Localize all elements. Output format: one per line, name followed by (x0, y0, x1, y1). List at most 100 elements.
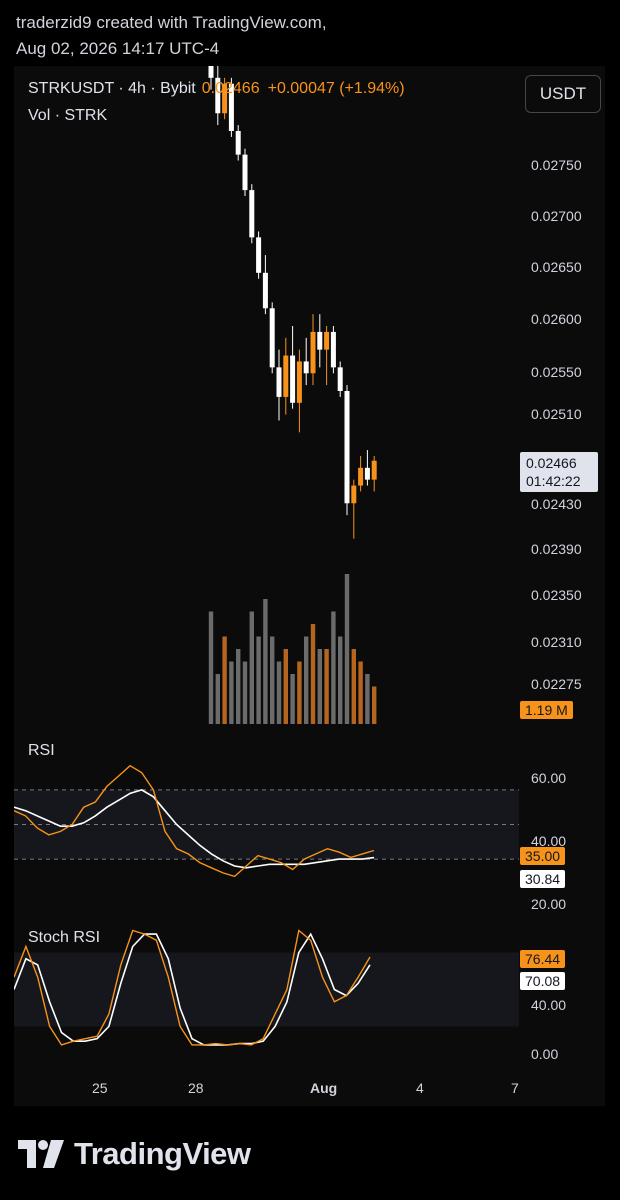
price-tick: 0.02650 (531, 259, 582, 275)
rsi-tick: 40.00 (531, 833, 567, 849)
candle-body (208, 54, 214, 78)
volume-bar (344, 574, 350, 724)
volume-bar (372, 686, 377, 724)
rsi-band (14, 789, 519, 860)
chart-canvas[interactable] (13, 30, 605, 1106)
chart-attribution: traderzid9 created with TradingView.com,… (16, 10, 327, 62)
volume-bar (249, 611, 254, 724)
volume-bar (215, 674, 220, 724)
time-tick: 7 (511, 1080, 519, 1096)
volume-bar (229, 661, 234, 724)
volume-bar (331, 611, 336, 724)
stoch-rsi-label[interactable]: Stoch RSI (28, 929, 101, 946)
candle-body (256, 237, 262, 273)
symbol-change: +0.00047 (+1.94%) (267, 80, 405, 97)
candle-body (242, 154, 248, 191)
rsi-ma-line (13, 789, 375, 869)
rsi-tick: 60.00 (531, 770, 567, 786)
chart-panel[interactable] (13, 30, 605, 1106)
volume-bar (222, 636, 227, 724)
candle-body (324, 331, 330, 350)
time-tick: 4 (416, 1080, 424, 1096)
volume-bar (256, 636, 261, 724)
volume-bar (358, 661, 363, 724)
stoch-band (14, 952, 519, 1027)
candle-body (235, 131, 241, 155)
price-tick: 0.02430 (531, 496, 582, 512)
volume-bar (270, 636, 275, 724)
stoch-k-line (13, 929, 371, 1046)
candle-body (337, 367, 343, 391)
price-tick: 0.02600 (531, 311, 582, 327)
volume-bar (263, 599, 268, 724)
candle-body (283, 355, 289, 397)
candle-body (317, 331, 323, 350)
tradingview-logo[interactable]: TradingView (18, 1136, 251, 1172)
candle-body (290, 355, 296, 403)
volume-bar (317, 649, 322, 724)
candle-body (351, 485, 357, 504)
price-tick: 0.02700 (531, 208, 582, 224)
volume-bar (310, 624, 316, 724)
candle-body (371, 460, 377, 480)
volume-bar (365, 674, 370, 724)
candle-body (358, 467, 364, 486)
volume-bar (290, 674, 295, 724)
stoch-tick: 0.00 (531, 1046, 559, 1062)
candle-body (249, 190, 255, 238)
rsi-ma-tag: 30.84 (520, 870, 566, 888)
stoch-d-tag: 70.08 (520, 972, 566, 990)
time-tick: 28 (188, 1080, 204, 1096)
current-price-value: 0.02466 (526, 455, 577, 471)
rsi-tick: 20.00 (531, 896, 567, 912)
candle-body (276, 367, 282, 397)
candle-body (262, 272, 268, 309)
volume-bar (276, 661, 282, 724)
candle-body (215, 77, 221, 114)
current-price-tag: 0.02466 01:42:22 (520, 452, 598, 492)
bar-countdown: 01:42:22 (526, 473, 581, 489)
attribution-line-2: Aug 02, 2026 14:17 UTC-4 (16, 39, 220, 58)
stoch-tick: 40.00 (531, 997, 567, 1013)
volume-tag: 1.19 M (520, 701, 573, 719)
candle-body (222, 83, 228, 114)
time-tick: 25 (92, 1080, 108, 1096)
volume-bar (236, 649, 241, 724)
volume-legend[interactable]: Vol · STRK (28, 107, 108, 124)
price-tick: 0.02750 (531, 157, 582, 173)
candle-body (296, 361, 302, 403)
symbol-price: 0.02466 (201, 80, 260, 97)
candle-body (228, 83, 234, 131)
volume-bar (242, 661, 248, 724)
price-tick: 0.02510 (531, 406, 582, 422)
symbol-legend[interactable]: STRKUSDT · 4h · Bybit 0.02466 +0.00047 (+1… (28, 80, 405, 98)
volume-bar (324, 649, 329, 724)
candle-body (330, 331, 336, 368)
symbol-title: STRKUSDT · 4h · Bybit (28, 80, 196, 97)
volume-bar (208, 611, 214, 724)
rsi-line (13, 764, 375, 878)
price-tick: 0.02550 (531, 364, 582, 380)
rsi-value-tag: 35.00 (520, 847, 566, 865)
brand-name: TradingView (74, 1136, 251, 1171)
rsi-label[interactable]: RSI (28, 742, 55, 759)
candle-body (303, 361, 309, 374)
price-tick: 0.02275 (531, 676, 582, 692)
candle-body (310, 331, 316, 374)
volume-bar (283, 649, 288, 724)
candle-body (344, 391, 350, 504)
time-tick: Aug (310, 1080, 338, 1096)
price-tick: 0.02390 (531, 541, 582, 557)
volume-bar (297, 661, 302, 724)
tradingview-logo-icon (18, 1140, 64, 1168)
candle-body (269, 308, 275, 368)
volume-bar (351, 649, 356, 724)
candle-body (364, 467, 370, 480)
volume-bar (304, 636, 309, 724)
currency-button[interactable]: USDT (525, 75, 601, 113)
price-tick: 0.02310 (531, 634, 582, 650)
stoch-k-tag: 76.44 (520, 950, 566, 968)
volume-bar (338, 636, 343, 724)
attribution-line-1: traderzid9 created with TradingView.com, (16, 13, 327, 32)
price-tick: 0.02350 (531, 587, 582, 603)
